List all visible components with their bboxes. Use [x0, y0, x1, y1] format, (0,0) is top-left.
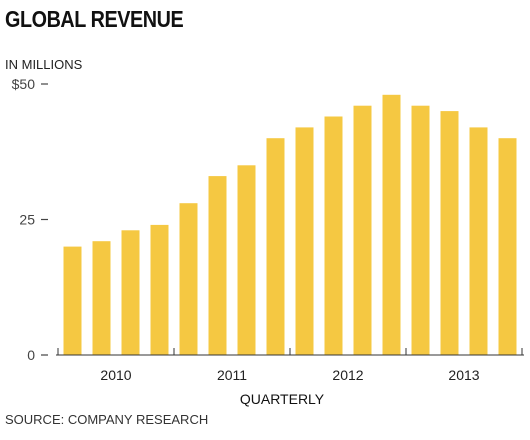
- bar-8: [266, 138, 285, 355]
- bar-1: [63, 246, 82, 355]
- bar-9: [295, 127, 314, 356]
- bar-series: [63, 94, 517, 356]
- bar-2: [92, 241, 111, 355]
- source-note: SOURCE: COMPANY RESEARCH: [5, 412, 209, 427]
- bar-15: [469, 127, 488, 356]
- bar-14: [440, 111, 459, 355]
- x-axis-label: QUARTERLY: [240, 391, 325, 407]
- y-tick-label-3: $50: [12, 76, 36, 92]
- bar-3: [121, 230, 140, 355]
- x-tick-label-2010: 2010: [100, 367, 131, 383]
- chart-units-label: IN MILLIONS: [5, 57, 83, 72]
- bar-11: [353, 105, 372, 355]
- x-axis: 2010 2011 2012 2013: [56, 348, 524, 383]
- bar-6: [208, 176, 227, 355]
- x-tick-label-2013: 2013: [448, 367, 479, 383]
- y-axis: 0 25 $50: [12, 76, 48, 363]
- bar-13: [411, 105, 430, 355]
- bar-10: [324, 116, 343, 355]
- chart-title: GLOBAL REVENUE: [5, 6, 184, 32]
- bar-4: [150, 224, 169, 355]
- revenue-bar-chart: 0 25 $50 2010 2011 2012 2013 QUARTERLY: [12, 76, 524, 407]
- y-tick-label-1: 0: [27, 347, 35, 363]
- bar-5: [179, 203, 198, 355]
- x-tick-label-2012: 2012: [332, 367, 363, 383]
- bar-7: [237, 165, 256, 355]
- bar-12: [382, 94, 401, 356]
- x-tick-label-2011: 2011: [217, 367, 247, 383]
- y-tick-label-2: 25: [19, 212, 35, 228]
- bar-16: [498, 138, 517, 355]
